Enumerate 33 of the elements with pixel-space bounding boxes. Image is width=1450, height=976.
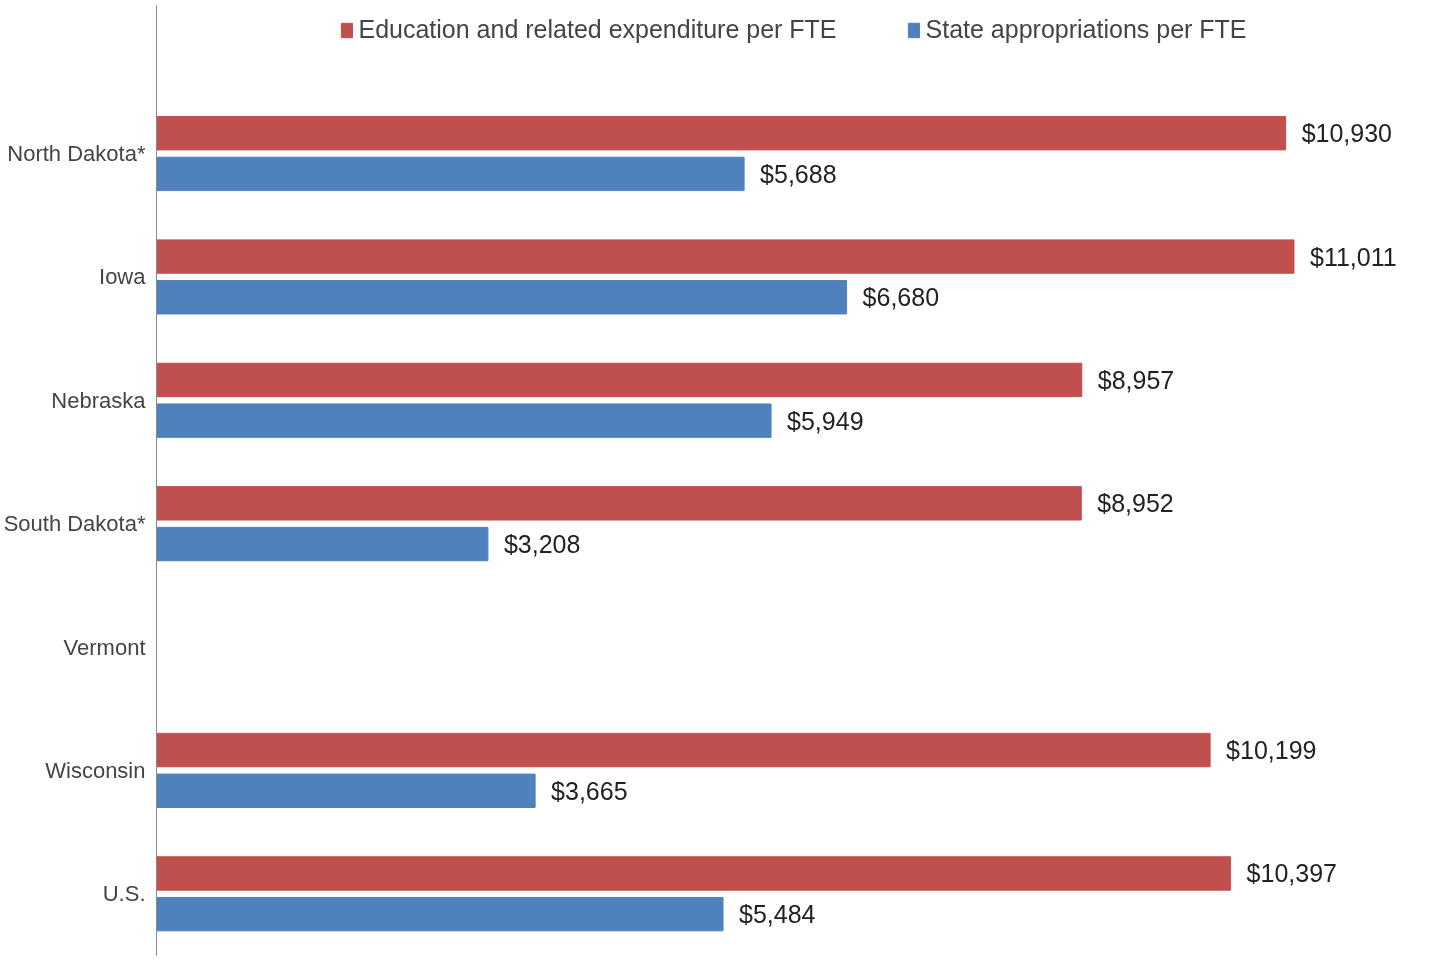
bar	[156, 156, 745, 192]
data-label: $10,397	[1246, 859, 1337, 888]
y-tick-label: U.S.	[102, 881, 146, 907]
legend-label: Education and related expenditure per FTE	[358, 15, 837, 44]
bar	[156, 486, 1082, 521]
y-tick-label: Nebraska	[51, 387, 147, 413]
data-label: $11,011	[1310, 242, 1397, 271]
bar	[156, 116, 1287, 151]
legend-label: State appropriations per FTE	[925, 15, 1247, 44]
data-label: $10,199	[1226, 736, 1317, 765]
bar	[156, 896, 724, 932]
data-label: $6,680	[862, 283, 940, 312]
bar	[156, 773, 536, 808]
data-label: $8,952	[1097, 489, 1174, 518]
y-tick-label: Vermont	[63, 634, 146, 660]
bar	[156, 526, 489, 562]
y-tick-label: Wisconsin	[45, 757, 146, 783]
bar	[156, 403, 772, 438]
bar	[156, 362, 1083, 398]
bar	[156, 732, 1211, 768]
data-label: $3,208	[503, 530, 581, 559]
data-label: $5,688	[760, 159, 837, 188]
y-tick-label: South Dakota*	[3, 511, 146, 537]
data-label: $5,949	[787, 406, 864, 435]
bar	[156, 280, 848, 315]
bar	[156, 856, 1232, 891]
y-tick-label: North Dakota*	[7, 141, 146, 167]
y-tick-label: Iowa	[99, 264, 147, 290]
bar	[156, 239, 1295, 274]
data-label: $5,484	[739, 900, 816, 929]
data-label: $10,930	[1301, 119, 1393, 148]
data-label: $8,957	[1097, 365, 1175, 394]
data-label: $3,665	[551, 776, 628, 805]
